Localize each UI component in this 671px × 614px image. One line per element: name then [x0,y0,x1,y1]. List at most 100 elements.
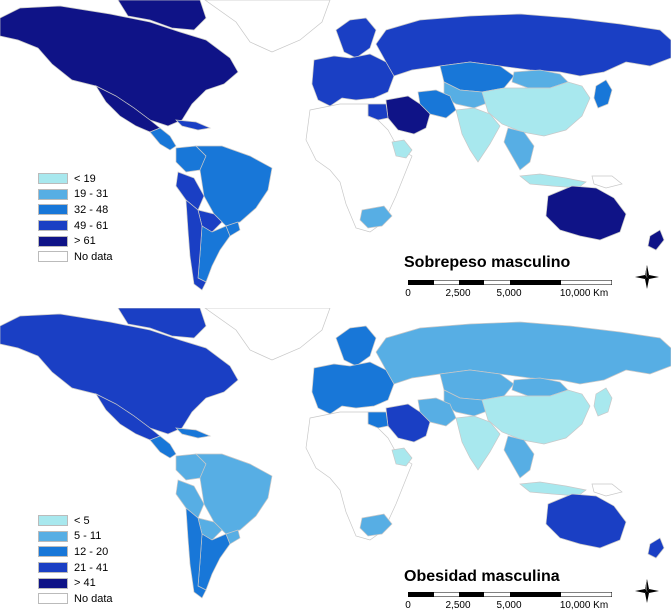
legend-swatch [38,593,68,605]
region-brazil [195,145,273,227]
legend-label: No data [74,592,113,605]
scale-bar: 0 2,500 5,000 10,000 Km [404,592,614,614]
legend-sobrepeso: < 19 19 - 31 32 - 48 49 - 61 > 61 No dat… [38,171,113,265]
region-russia [375,13,671,77]
legend-swatch [38,220,68,232]
legend-item: No data [38,249,113,265]
region-uruguay [225,221,241,237]
map-panel-obesidad: < 5 5 - 11 12 - 20 21 - 41 > 41 No data … [0,308,671,614]
legend-item: 19 - 31 [38,187,113,203]
region-middle-east [385,95,431,135]
scale-tick-label: 2,500 [445,600,471,611]
region-chile [185,199,207,291]
region-south-africa [359,513,393,537]
legend-swatch [38,530,68,542]
region-new-guinea [591,175,623,189]
region-indonesia [519,173,587,189]
region-indonesia [519,481,587,497]
region-south-africa [359,205,393,229]
region-japan [593,79,613,109]
map-title: Sobrepeso masculino [404,254,571,271]
region-argentina [197,225,231,283]
scale-tick-label: 0 [405,600,411,611]
region-new-guinea [591,483,623,497]
region-north-america [0,313,239,435]
region-southeast-asia [503,435,535,479]
legend-swatch [38,546,68,558]
region-brazil [195,453,273,535]
region-africa [305,411,413,541]
region-australia [545,185,627,241]
region-central-america [149,435,177,459]
region-canada-arctic [117,308,207,339]
legend-swatch [38,577,68,589]
legend-item: > 61 [38,233,113,249]
region-india [455,415,501,471]
legend-obesidad: < 5 5 - 11 12 - 20 21 - 41 > 41 No data [38,513,113,607]
region-middle-east [385,403,431,443]
legend-swatch [38,204,68,216]
legend-item: 49 - 61 [38,218,113,234]
legend-label: 21 - 41 [74,561,109,574]
region-central-america [149,127,177,151]
region-uruguay [225,529,241,545]
region-north-america [0,5,239,127]
region-new-zealand [647,229,665,251]
region-southeast-asia [503,127,535,171]
legend-item: No data [38,591,113,607]
legend-item: < 5 [38,513,113,529]
scale-tick-label: 10,000 Km [559,600,609,611]
scale-tick-label: 0 [405,288,411,299]
legend-swatch [38,188,68,200]
region-canada-arctic [117,0,207,31]
north-arrow-icon [635,579,659,603]
legend-swatch [38,235,68,247]
region-chile [185,507,207,599]
region-europe [311,53,395,107]
region-china [481,81,591,137]
region-scandinavia [335,17,377,59]
legend-swatch [38,515,68,527]
scale-tick-label: 5,000 [496,288,522,299]
region-new-zealand [647,537,665,559]
region-greenland [204,308,331,361]
region-argentina [197,533,231,591]
legend-label: 12 - 20 [74,545,109,558]
legend-label: 49 - 61 [74,219,109,232]
world-map-obesidad [0,308,671,599]
region-europe [311,361,395,415]
region-ethiopia [391,447,413,467]
north-arrow-icon [635,265,659,289]
legend-item: > 41 [38,575,113,591]
legend-label: > 61 [74,235,96,248]
region-india [455,107,501,163]
legend-label: 5 - 11 [74,530,102,543]
legend-label: > 41 [74,577,96,590]
legend-label: 32 - 48 [74,203,109,216]
legend-item: 12 - 20 [38,544,113,560]
scale-tick-label: 10,000 Km [559,288,609,299]
region-greenland [204,0,331,53]
region-caribbean [175,427,212,439]
legend-label: No data [74,250,113,263]
map-panel-sobrepeso: < 19 19 - 31 32 - 48 49 - 61 > 61 No dat… [0,0,671,306]
world-map-sobrepeso [0,0,671,291]
legend-item: 21 - 41 [38,560,113,576]
legend-label: 19 - 31 [74,188,109,201]
legend-swatch [38,251,68,263]
scale-bar: 0 2,500 5,000 10,000 Km [404,280,614,306]
legend-item: 32 - 48 [38,202,113,218]
legend-swatch [38,173,68,185]
scale-bar-graphic [408,592,612,597]
region-australia [545,493,627,549]
legend-item: < 19 [38,171,113,187]
legend-label: < 5 [74,514,90,527]
legend-label: < 19 [74,172,96,185]
legend-swatch [38,562,68,574]
scale-tick-label: 2,500 [445,288,471,299]
region-russia [375,321,671,385]
scale-tick-label: 5,000 [496,600,522,611]
region-ethiopia [391,139,413,159]
region-japan [593,387,613,417]
legend-item: 5 - 11 [38,529,113,545]
